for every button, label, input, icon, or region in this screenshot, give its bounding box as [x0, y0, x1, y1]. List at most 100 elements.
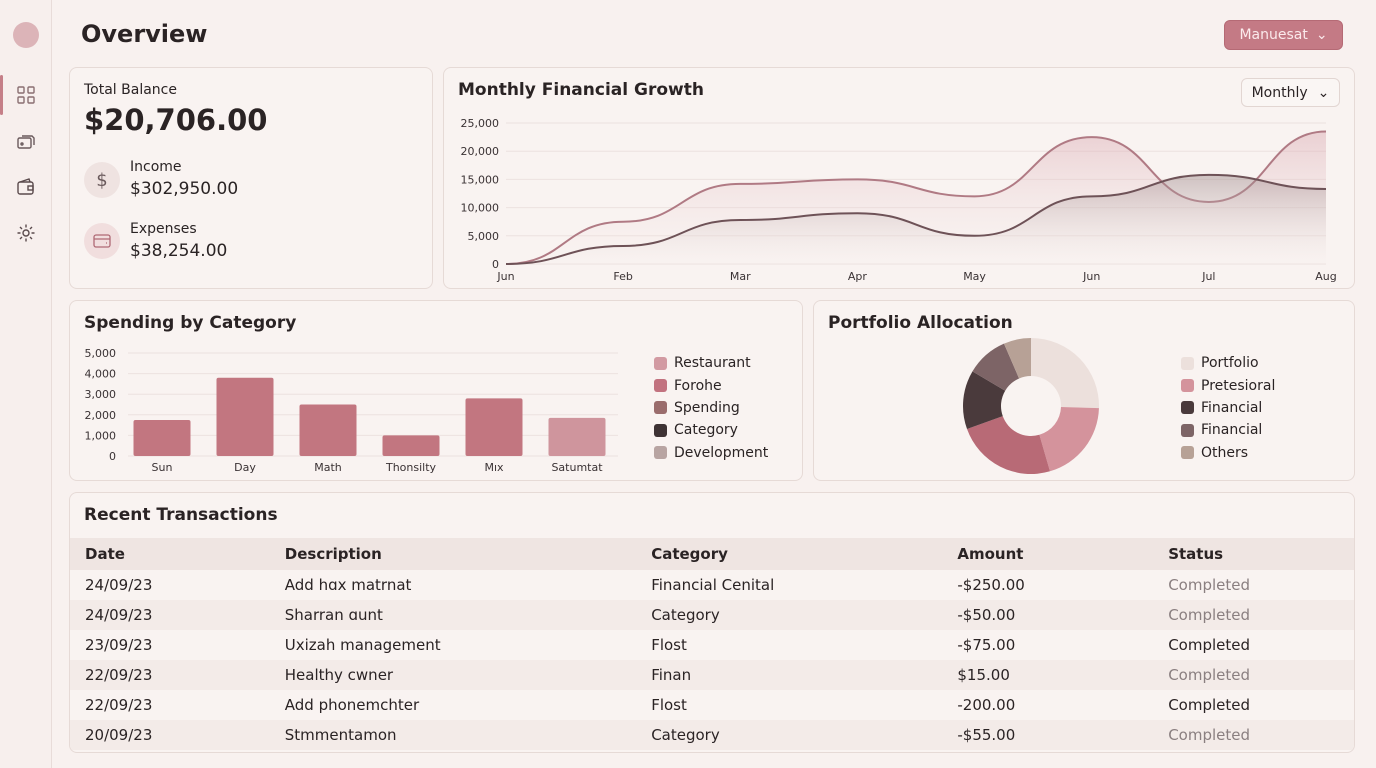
column-header[interactable]: Category — [636, 538, 943, 570]
bar[interactable] — [299, 404, 357, 457]
period-select-value: Monthly — [1251, 84, 1308, 101]
growth-chart-card: Monthly Financial Growth Monthly ⌄ 0 5,000… — [443, 67, 1355, 289]
bar[interactable] — [382, 435, 440, 456]
legend-swatch — [654, 423, 667, 437]
income-value: $302,950.00 — [130, 179, 239, 199]
y-tick-label: 15,000 — [461, 173, 500, 186]
bar[interactable] — [133, 419, 191, 456]
bar[interactable] — [465, 398, 523, 456]
donut-slice[interactable] — [967, 416, 1050, 474]
legend-swatch — [1181, 379, 1194, 393]
legend-item: Portfolio — [1181, 352, 1275, 374]
expenses-value: $38,254.00 — [130, 241, 228, 261]
x-tick-label: Day — [234, 461, 256, 474]
x-tick-label: Jul — [1201, 270, 1215, 283]
status-cell: Completed — [1153, 720, 1354, 750]
legend-item: Financial — [1181, 397, 1275, 419]
series-line — [505, 173, 1327, 265]
legend-item: Others — [1181, 442, 1275, 464]
balance-value: $20,706.00 — [84, 103, 268, 137]
growth-chart-title: Monthly Financial Growth — [458, 80, 704, 100]
amount-cell: -$55.00 — [942, 720, 1154, 750]
growth-chart: 0 5,000 10,000 15,000 20,000 25,000 Jun Feb Mar A… — [461, 117, 1337, 283]
legend-label: Category — [674, 422, 738, 439]
y-tick-label: 5,000 — [85, 347, 117, 360]
legend-item: Restaurant — [654, 352, 768, 374]
description-cell: Add hɑx matrnat — [284, 576, 412, 594]
status-cell: Completed — [1153, 660, 1354, 690]
donut-slice[interactable] — [1031, 338, 1099, 409]
legend-label: Portfolio — [1201, 355, 1259, 372]
chevron-down-icon: ⌄ — [1317, 84, 1330, 101]
sidebar-item-wallet[interactable] — [14, 175, 38, 199]
table-row[interactable]: 23/09/23 Uxizah management Flost -$75.00 Com… — [70, 630, 1354, 660]
income-label: Income — [130, 159, 182, 175]
table-row[interactable]: 20/09/23 Stmmentamon Category -$55.00 Comple… — [70, 720, 1354, 750]
status-cell: Completed — [1168, 636, 1250, 654]
x-tick-label: Feb — [613, 270, 632, 283]
balance-label: Total Balance — [84, 82, 177, 98]
description-cell: Uxizah management — [284, 636, 441, 654]
sidebar-item-transactions[interactable] — [14, 129, 38, 153]
sidebar-item-settings[interactable] — [14, 221, 38, 245]
legend-swatch — [654, 379, 667, 393]
y-tick-label: 20,000 — [461, 145, 500, 158]
amount-cell: -$75.00 — [957, 636, 1016, 654]
legend-label: Spending — [674, 399, 740, 416]
balance-card: Total Balance $20,706.00 $ Income $302,9… — [69, 67, 433, 289]
column-header[interactable]: Date — [70, 538, 270, 570]
column-header[interactable]: Status — [1153, 538, 1354, 570]
legend-item: Spending — [654, 397, 768, 419]
spending-card: Spending by Category 0 1,000 2,000 3,000 4,0… — [69, 300, 803, 481]
account-menu-button[interactable]: Manuesat ⌄ — [1224, 20, 1343, 50]
table-row[interactable]: 24/09/23 Sharran ɑunt Category -$50.00 Compl… — [70, 600, 1354, 630]
card-icon — [84, 223, 120, 259]
account-menu-label: Manuesat — [1239, 27, 1308, 43]
date-cell: 24/09/23 — [85, 576, 153, 594]
donut-slice[interactable] — [963, 371, 1006, 430]
table-row[interactable]: 22/09/23 Healthy cwner Finan $15.00 Complete… — [70, 660, 1354, 690]
legend-swatch — [654, 401, 667, 415]
legend-label: Pretesioral — [1201, 377, 1276, 394]
date-cell: 20/09/23 — [70, 720, 270, 750]
legend-swatch — [654, 356, 667, 370]
x-tick-label: Jun — [1082, 270, 1100, 283]
y-tick-label: 1,000 — [85, 429, 117, 442]
x-tick-label: Mar — [730, 270, 751, 283]
period-select[interactable]: Monthly ⌄ — [1241, 78, 1340, 107]
portfolio-chart-title: Portfolio Allocation — [828, 313, 1013, 333]
category-cell: Finan — [636, 660, 943, 690]
column-header[interactable]: Amount — [942, 538, 1154, 570]
portfolio-card: Portfolio Allocation Portfolio Pretesiora… — [813, 300, 1355, 481]
legend-swatch — [1181, 356, 1194, 370]
sidebar-item-dashboard[interactable] — [0, 75, 38, 115]
table-row[interactable]: 22/09/23 Add phonemchter Flost -200.00 Compl… — [70, 690, 1354, 720]
spending-legend: Restaurant Forohe Spending Category Developm… — [654, 352, 768, 464]
donut-slice[interactable] — [972, 343, 1020, 391]
portfolio-legend: Portfolio Pretesioral Financial Financial Ot… — [1181, 352, 1275, 464]
legend-label: Restaurant — [674, 355, 751, 372]
legend-item: Category — [654, 419, 768, 441]
donut-slice[interactable] — [1003, 338, 1031, 379]
column-header[interactable]: Description — [269, 538, 637, 570]
bar[interactable] — [216, 377, 274, 456]
y-tick-label: 0 — [492, 258, 499, 271]
page-title: Overview — [81, 20, 208, 48]
category-cell: Flost — [651, 636, 687, 654]
table-row[interactable]: 24/09/23 Add hɑx matrnat Financial Cenital… — [70, 570, 1354, 600]
chevron-down-icon: ⌄ — [1315, 27, 1328, 43]
amount-cell: $15.00 — [942, 660, 1154, 690]
spending-chart: 0 1,000 2,000 3,000 4,000 5,000 Sun Day Math Thon… — [85, 347, 618, 474]
donut-slice[interactable] — [1039, 406, 1099, 472]
legend-label: Financial — [1201, 399, 1263, 416]
description-cell: Stmmentamon — [269, 720, 637, 750]
bar[interactable] — [548, 417, 606, 456]
legend-item: Financial — [1181, 419, 1275, 441]
x-tick-label: Satumtat — [551, 461, 603, 474]
y-tick-label: 25,000 — [461, 117, 500, 130]
amount-cell: -$250.00 — [957, 576, 1025, 594]
legend-swatch — [1181, 423, 1194, 437]
x-tick-label: Sun — [152, 461, 173, 474]
status-cell: Completed — [1168, 696, 1250, 714]
x-tick-label: Math — [314, 461, 342, 474]
